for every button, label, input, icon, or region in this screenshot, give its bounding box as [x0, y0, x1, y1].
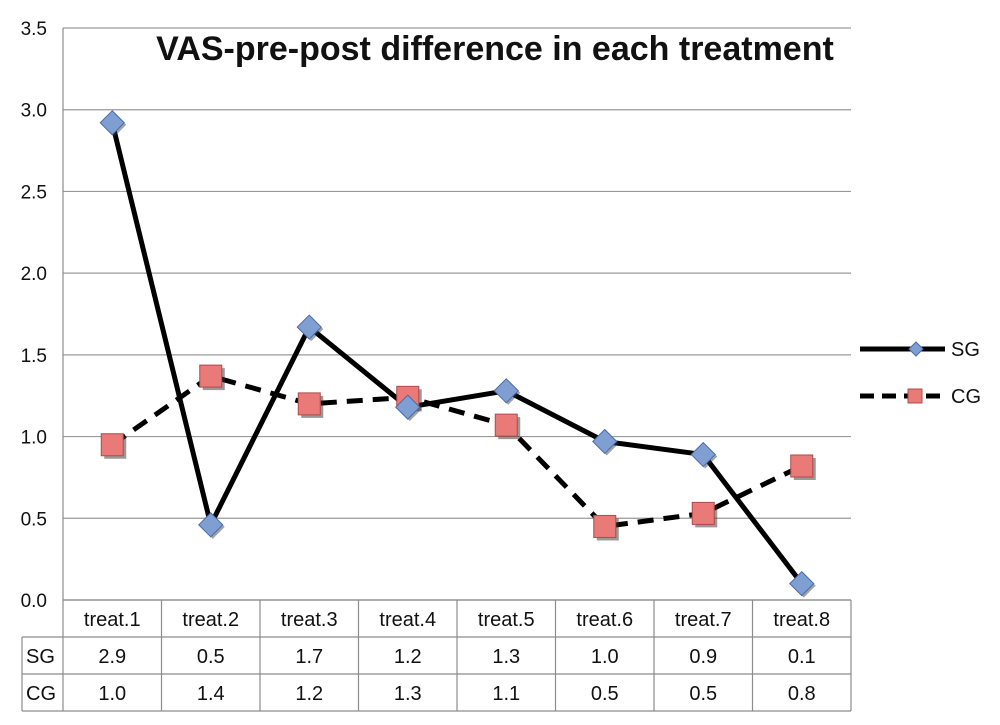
y-tick-label: 1.5	[21, 346, 47, 367]
data-point-cg	[494, 413, 518, 437]
table-cell: 1.3	[492, 646, 520, 668]
table-cell: 0.5	[591, 683, 619, 705]
y-tick-label: 3.0	[21, 101, 47, 122]
data-point-sg	[592, 428, 618, 455]
series-sg	[109, 122, 804, 586]
data-point-cg	[297, 392, 321, 416]
data-point-cg	[199, 364, 223, 388]
series-layer	[99, 110, 816, 598]
x-tick-label: treat.3	[281, 609, 338, 631]
legend-label: CG	[951, 386, 981, 408]
legend-item-cg: CG	[860, 386, 981, 408]
x-tick-label: treat.4	[379, 609, 436, 631]
data-point-sg	[789, 570, 815, 597]
table-cell: 1.2	[394, 646, 422, 668]
legend-marker	[907, 388, 923, 404]
legend: SG CG	[860, 339, 981, 408]
table-row-label: CG	[26, 683, 56, 705]
series-line-sg	[109, 122, 804, 586]
table-cell: 0.5	[689, 683, 717, 705]
data-point-sg	[493, 378, 519, 404]
y-tick-label: 3.5	[21, 19, 47, 40]
table-cell: 0.1	[788, 646, 816, 668]
data-point-cg	[790, 454, 814, 478]
data-point-cg	[593, 514, 617, 538]
legend-item-sg: SG	[860, 339, 980, 361]
y-tick-label: 2.5	[21, 182, 47, 203]
chart-title: VAS-pre-post difference in each treatmen…	[156, 30, 834, 68]
series-line-cg	[110, 373, 803, 529]
legend-label: SG	[951, 339, 980, 361]
table-cell: 0.5	[197, 646, 225, 668]
y-tick-label: 0.0	[21, 591, 47, 612]
table-cell: 1.1	[492, 683, 520, 705]
markers-sg	[99, 110, 816, 598]
data-point-sg	[395, 394, 421, 420]
x-tick-label: treat.5	[478, 609, 535, 631]
data-point-sg	[99, 110, 125, 136]
data-point-sg	[690, 441, 716, 468]
table-cell: 1.3	[394, 683, 422, 705]
y-tick-label: 1.0	[21, 428, 47, 449]
table-cell: 1.0	[98, 683, 126, 705]
table-cell: 1.2	[295, 683, 323, 705]
x-tick-label: treat.1	[84, 609, 141, 631]
series-cg	[110, 373, 803, 529]
data-point-cg	[691, 501, 715, 525]
table-cell: 1.4	[197, 683, 225, 705]
x-tick-label: treat.8	[773, 609, 830, 631]
table-cell: 0.8	[788, 683, 816, 705]
x-tick-label: treat.7	[675, 609, 732, 631]
table-cell: 0.9	[689, 646, 717, 668]
table-cell: 1.0	[591, 646, 619, 668]
table-row-label: SG	[26, 646, 55, 668]
y-tick-label: 2.0	[21, 264, 47, 285]
table-cell: 1.7	[295, 646, 323, 668]
x-tick-label: treat.6	[576, 609, 633, 631]
data-table: treat.1 treat.2 treat.3 treat.4 treat.5 treat…	[21, 599, 852, 712]
y-tick-label: 0.5	[21, 509, 47, 530]
data-point-cg	[100, 433, 124, 457]
x-tick-label: treat.2	[182, 609, 239, 631]
grid-layer: 0.0 0.5 1.0 1.5 2.0 2.5 3.0 3.5	[21, 19, 851, 612]
table-cell: 2.9	[98, 646, 126, 668]
data-point-sg	[296, 314, 322, 340]
data-point-sg	[198, 512, 224, 538]
legend-marker	[908, 341, 924, 357]
